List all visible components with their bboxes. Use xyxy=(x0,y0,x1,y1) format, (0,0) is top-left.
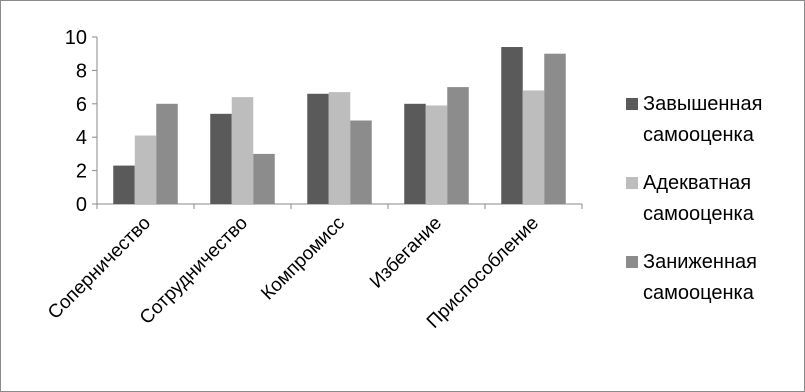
bar xyxy=(544,53,566,205)
legend-swatch xyxy=(626,177,638,189)
bar xyxy=(404,103,426,204)
y-tick-label: 10 xyxy=(65,27,87,49)
bar xyxy=(350,120,372,204)
bar xyxy=(210,113,232,204)
y-tick-label: 6 xyxy=(76,94,87,116)
bar xyxy=(501,47,523,204)
bar xyxy=(425,105,448,204)
legend-swatch xyxy=(626,98,638,110)
legend-label-line: Заниженная xyxy=(643,251,757,273)
bar xyxy=(522,90,545,204)
legend-label-line: самооценка xyxy=(643,282,755,304)
y-tick-label: 8 xyxy=(76,60,87,82)
legend-label-line: самооценка xyxy=(643,203,755,225)
y-tick-label: 4 xyxy=(76,127,87,149)
legend-label: Заниженная самооценка xyxy=(643,251,757,304)
bar xyxy=(307,93,329,204)
bar xyxy=(134,135,157,204)
legend-label-line: Адекватная xyxy=(643,172,751,194)
legend-label-line: самооценка xyxy=(643,124,755,146)
bar xyxy=(253,153,275,204)
y-tick-label: 0 xyxy=(76,194,87,216)
legend-label: Адекватная самооценка xyxy=(643,172,755,225)
legend-label: Завышенная самооценка xyxy=(643,93,762,146)
y-tick-label: 2 xyxy=(76,161,87,183)
legend-label-line: Завышенная xyxy=(643,93,762,115)
bar xyxy=(328,92,351,204)
legend-swatch xyxy=(626,256,638,268)
bar xyxy=(231,97,254,204)
legend: Завышенная самооценка Адекватная самооценка… xyxy=(626,93,762,304)
bar xyxy=(447,87,469,204)
bar xyxy=(113,165,135,204)
bar xyxy=(156,103,178,204)
